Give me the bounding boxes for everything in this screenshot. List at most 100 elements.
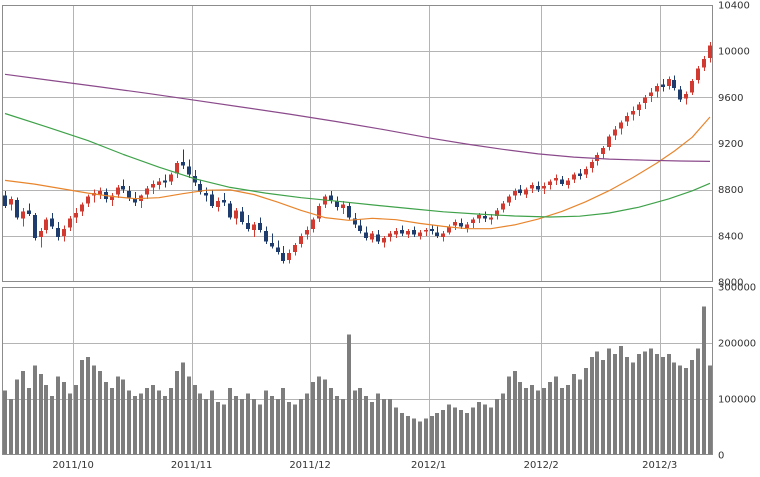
volume-bar bbox=[607, 348, 611, 454]
candle-up bbox=[175, 163, 179, 174]
candle-down bbox=[198, 183, 202, 192]
candle-up bbox=[98, 190, 102, 195]
volume-bar bbox=[169, 387, 173, 454]
volume-bar bbox=[198, 393, 202, 454]
volume-bar bbox=[216, 401, 220, 454]
candle-down bbox=[353, 218, 357, 225]
candle-up bbox=[465, 224, 469, 228]
volume-bar bbox=[524, 387, 528, 454]
candle-up bbox=[388, 233, 392, 237]
volume-bar bbox=[293, 404, 297, 454]
candle-down bbox=[578, 173, 582, 176]
volume-bar bbox=[388, 399, 392, 454]
price-tick-label: 10400 bbox=[718, 1, 750, 12]
candle-up bbox=[601, 148, 605, 154]
volume-bar bbox=[678, 365, 682, 454]
candle-down bbox=[412, 230, 416, 235]
volume-bar bbox=[222, 404, 226, 454]
candle-wick bbox=[41, 227, 42, 248]
candle-down bbox=[435, 232, 439, 236]
candle-down bbox=[228, 203, 232, 218]
volume-tick-label: 100000 bbox=[718, 395, 756, 406]
candle-down bbox=[15, 200, 19, 218]
volume-bar bbox=[44, 385, 48, 454]
volume-tick-label: 300000 bbox=[718, 283, 756, 294]
volume-bar bbox=[50, 396, 54, 454]
candle-up bbox=[684, 93, 688, 99]
volume-bar bbox=[157, 390, 161, 454]
price-tick-label: 10000 bbox=[718, 47, 750, 58]
ma-short-line bbox=[4, 116, 711, 230]
ma-mid-line bbox=[4, 112, 711, 218]
candle-wick bbox=[141, 194, 142, 209]
volume-bar bbox=[465, 413, 469, 454]
volume-bar bbox=[299, 399, 303, 454]
volume-bar bbox=[204, 399, 208, 454]
volume-bar bbox=[530, 385, 534, 454]
candle-up bbox=[690, 81, 694, 93]
volume-bar bbox=[406, 415, 410, 454]
volume-bar bbox=[80, 359, 84, 454]
candle-up bbox=[513, 190, 517, 196]
volume-bar bbox=[572, 373, 576, 454]
candle-up bbox=[44, 219, 48, 231]
candle-down bbox=[329, 195, 333, 200]
volume-bar bbox=[246, 393, 250, 454]
volume-bar bbox=[210, 390, 214, 454]
candle-wick bbox=[426, 227, 427, 236]
candle-up bbox=[584, 168, 588, 175]
volume-bar bbox=[477, 401, 481, 454]
candle-up bbox=[613, 129, 617, 136]
price-tick-label: 8000 bbox=[718, 278, 743, 289]
candle-up bbox=[311, 219, 315, 229]
candle-up bbox=[406, 231, 410, 235]
volume-bar bbox=[116, 376, 120, 454]
candle-up bbox=[305, 230, 309, 235]
candle-down bbox=[27, 210, 31, 214]
candle-up bbox=[530, 185, 534, 189]
candle-down bbox=[204, 193, 208, 196]
candle-up bbox=[619, 122, 623, 129]
volume-bar bbox=[424, 418, 428, 454]
volume-bar bbox=[98, 371, 102, 454]
candle-up bbox=[9, 198, 13, 205]
volume-bar bbox=[631, 362, 635, 454]
volume-bar bbox=[228, 387, 232, 454]
volume-bar bbox=[252, 399, 256, 454]
month-label: 2011/11 bbox=[171, 460, 213, 471]
volume-bar bbox=[590, 357, 594, 454]
candle-down bbox=[264, 231, 268, 242]
price-tick-label: 8800 bbox=[718, 185, 743, 196]
volume-bar bbox=[145, 387, 149, 454]
volume-bar bbox=[276, 399, 280, 454]
volume-bar bbox=[578, 379, 582, 454]
volume-bar bbox=[684, 368, 688, 454]
volume-bar bbox=[637, 354, 641, 454]
volume-bar bbox=[690, 359, 694, 454]
volume-bar bbox=[341, 399, 345, 454]
candle-down bbox=[258, 223, 262, 230]
candle-up bbox=[68, 218, 72, 228]
volume-bar bbox=[317, 376, 321, 454]
volume-bar bbox=[193, 385, 197, 454]
candle-down bbox=[222, 200, 226, 203]
volume-bar bbox=[133, 396, 137, 454]
volume-bar bbox=[234, 396, 238, 454]
volume-bar bbox=[382, 399, 386, 454]
volume-bar bbox=[400, 413, 404, 454]
volume-bar bbox=[459, 410, 463, 454]
candle-up bbox=[80, 204, 84, 212]
candle-up bbox=[501, 203, 505, 210]
candle-down bbox=[270, 242, 274, 247]
volume-bar bbox=[453, 407, 457, 454]
candle-down bbox=[376, 234, 380, 242]
candle-down bbox=[536, 186, 540, 190]
ma-long-line bbox=[4, 73, 711, 162]
volume-bar bbox=[667, 354, 671, 454]
candle-up bbox=[157, 181, 161, 186]
candle-up bbox=[382, 238, 386, 243]
candles bbox=[3, 41, 712, 264]
candle-wick bbox=[278, 240, 279, 255]
